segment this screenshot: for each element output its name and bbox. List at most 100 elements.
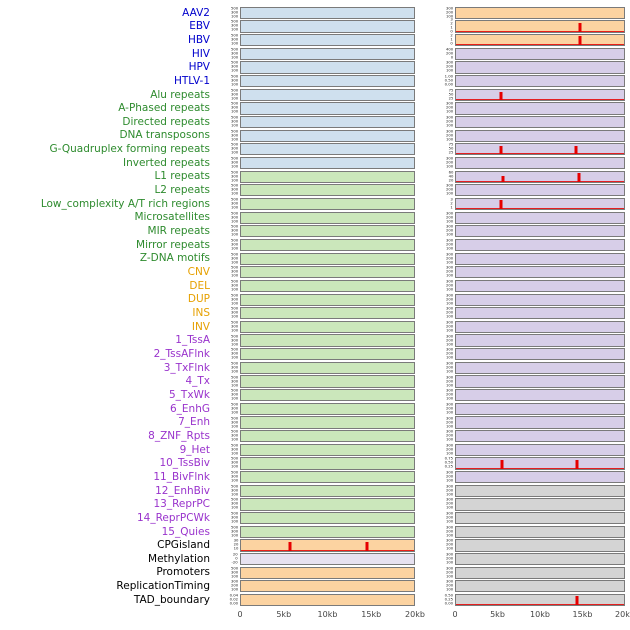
- y-tick-label: 200: [445, 310, 453, 316]
- y-axis-left: 0.04 0.02 0.00: [216, 593, 240, 607]
- y-tick-label: -20: [231, 560, 238, 565]
- track-panel-left: [240, 580, 415, 593]
- y-tick-label: 500: [230, 265, 238, 271]
- y-tick-label: 100: [230, 587, 238, 593]
- y-axis-left: 500 300 100: [216, 184, 240, 198]
- y-tick-label: 30: [233, 539, 238, 544]
- y-axis-left: 500 300 100: [216, 511, 240, 525]
- track-panel-left: [240, 266, 415, 279]
- track-panel-left: [240, 88, 415, 101]
- track-panel-right: [455, 416, 625, 429]
- y-axis-right: 300 200 100: [415, 225, 455, 239]
- y-tick-label: 100: [230, 478, 238, 483]
- track-panel-left: [240, 184, 415, 197]
- y-tick-label: 100: [230, 205, 238, 210]
- y-axis-right: 400 200 0: [415, 47, 455, 61]
- y-tick-label: 0.50: [444, 78, 453, 83]
- y-axis-left: 500 300 100: [216, 470, 240, 484]
- track-row: Low_complexity A/T rich regions 500 300 100…: [0, 197, 630, 211]
- track-panel-right: [455, 143, 625, 156]
- y-tick-label: 300: [230, 201, 238, 206]
- y-tick-label: 300: [445, 306, 453, 312]
- y-tick-label: 100: [445, 109, 453, 115]
- row-label: 6_EnhG: [169, 402, 210, 415]
- track-panel-right: [455, 34, 625, 47]
- y-tick-label: 500: [230, 334, 238, 339]
- y-tick-label: 300: [230, 324, 238, 329]
- track-row: G-Quadruplex forming repeats 500 300 100 75 5…: [0, 143, 630, 157]
- y-tick-label: 500: [230, 320, 238, 325]
- track-panel-right: [455, 197, 625, 211]
- y-tick-label: 100: [445, 246, 453, 251]
- y-axis-left: 500 300 100: [216, 498, 240, 512]
- y-tick-label: 500: [230, 129, 238, 134]
- y-tick-label: 200: [445, 215, 453, 220]
- row-label: Microsatellites: [134, 211, 210, 224]
- y-axis-right: 300 200 100: [415, 306, 455, 320]
- y-tick-label: 200: [445, 51, 453, 56]
- x-tick-label: 15kb: [361, 609, 382, 619]
- y-tick-label: 300: [445, 156, 453, 161]
- track-panel-left: [240, 361, 415, 374]
- y-tick-label: 0: [450, 55, 453, 60]
- row-label: ReplicationTiming: [116, 580, 210, 593]
- y-tick-label: 200: [445, 379, 453, 384]
- y-tick-label: 100: [230, 232, 238, 238]
- y-axis-right: 300 200 100: [415, 470, 455, 484]
- row-label: L2 repeats: [154, 184, 210, 197]
- track-panel-left: [240, 6, 415, 19]
- y-tick-label: 25: [448, 96, 453, 101]
- y-tick-label: 300: [445, 498, 453, 503]
- y-tick-label: 500: [230, 74, 238, 79]
- y-tick-label: 100: [445, 164, 453, 169]
- y-tick-label: 300: [445, 293, 453, 298]
- y-tick-label: 100: [230, 574, 238, 579]
- y-tick-label: 20: [233, 543, 238, 548]
- row-label: 13_ReprPC: [153, 498, 210, 511]
- row-label: Z-DNA motifs: [139, 252, 210, 265]
- row-label: Directed repeats: [122, 115, 210, 128]
- track-row: 13_ReprPC 500 300 100 300 200 100: [0, 498, 630, 512]
- track-panel-right: [455, 61, 625, 74]
- row-label: CNV: [187, 266, 210, 279]
- track-panel-right: [455, 525, 625, 538]
- y-tick-label: 300: [230, 65, 238, 70]
- track-row: 7_Enh 500 300 100 300 200 100: [0, 416, 630, 430]
- track-panel-left: [240, 375, 415, 388]
- y-tick-label: 100: [445, 574, 453, 579]
- x-tick-label: 5kb: [490, 609, 505, 619]
- track-row: Microsatellites 500 300 100 300 200 100: [0, 211, 630, 225]
- track-panel-right: [455, 593, 625, 607]
- y-tick-label: 300: [445, 361, 453, 366]
- track-row: INV 500 300 100 300 200 100: [0, 320, 630, 334]
- row-label: EBV: [189, 20, 210, 33]
- y-tick-label: 1: [450, 26, 453, 31]
- y-tick-label: 300: [445, 580, 453, 585]
- y-tick-label: 500: [230, 416, 238, 421]
- row-label: DNA transposons: [119, 129, 210, 142]
- row-label: DUP: [187, 293, 210, 306]
- track-row: L2 repeats 500 300 100 300 200 100: [0, 184, 630, 198]
- y-tick-label: 100: [445, 451, 453, 456]
- signal-spike: [288, 541, 292, 551]
- y-axis-left: 500 300 100: [216, 143, 240, 157]
- y-tick-label: 0.00: [229, 601, 238, 606]
- track-panel-left: [240, 430, 415, 443]
- row-label: Inverted repeats: [122, 156, 210, 169]
- track-panel-right: [455, 498, 625, 511]
- track-panel-left: [240, 225, 415, 238]
- row-label: HPV: [188, 61, 210, 74]
- y-tick-label: 300: [445, 416, 453, 421]
- y-axis-right: 300 200 100: [415, 115, 455, 129]
- y-tick-label: 100: [445, 314, 453, 320]
- y-tick-label: 1: [450, 205, 453, 210]
- y-tick-label: 200: [445, 133, 453, 138]
- y-axis-left: 300 200 100: [216, 580, 240, 594]
- track-panel-right: [455, 580, 625, 593]
- y-tick-label: 300: [230, 406, 238, 411]
- track-panel-right: [455, 293, 625, 306]
- track-panel-right: [455, 225, 625, 238]
- rows: AAV2 500 300 100 300 200 100 EBV 500 300 100 3 2 1 0 HB…: [0, 6, 630, 607]
- y-axis-right: 300 200 100: [415, 6, 455, 20]
- y-tick-label: 200: [445, 365, 453, 370]
